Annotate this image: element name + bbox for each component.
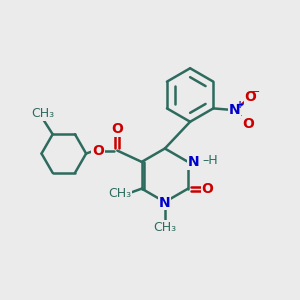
Text: O: O [244,90,256,104]
Text: CH₃: CH₃ [153,221,176,234]
Text: –H: –H [202,154,218,167]
Text: CH₃: CH₃ [31,107,54,120]
Text: N: N [159,196,171,210]
Text: CH₃: CH₃ [108,188,131,200]
Text: O: O [111,122,123,136]
Text: O: O [201,182,213,196]
Text: +: + [236,100,244,110]
Text: N: N [229,103,241,117]
Text: O: O [92,144,104,158]
Text: O: O [242,117,254,131]
Text: −: − [251,87,260,97]
Text: N: N [188,155,199,169]
